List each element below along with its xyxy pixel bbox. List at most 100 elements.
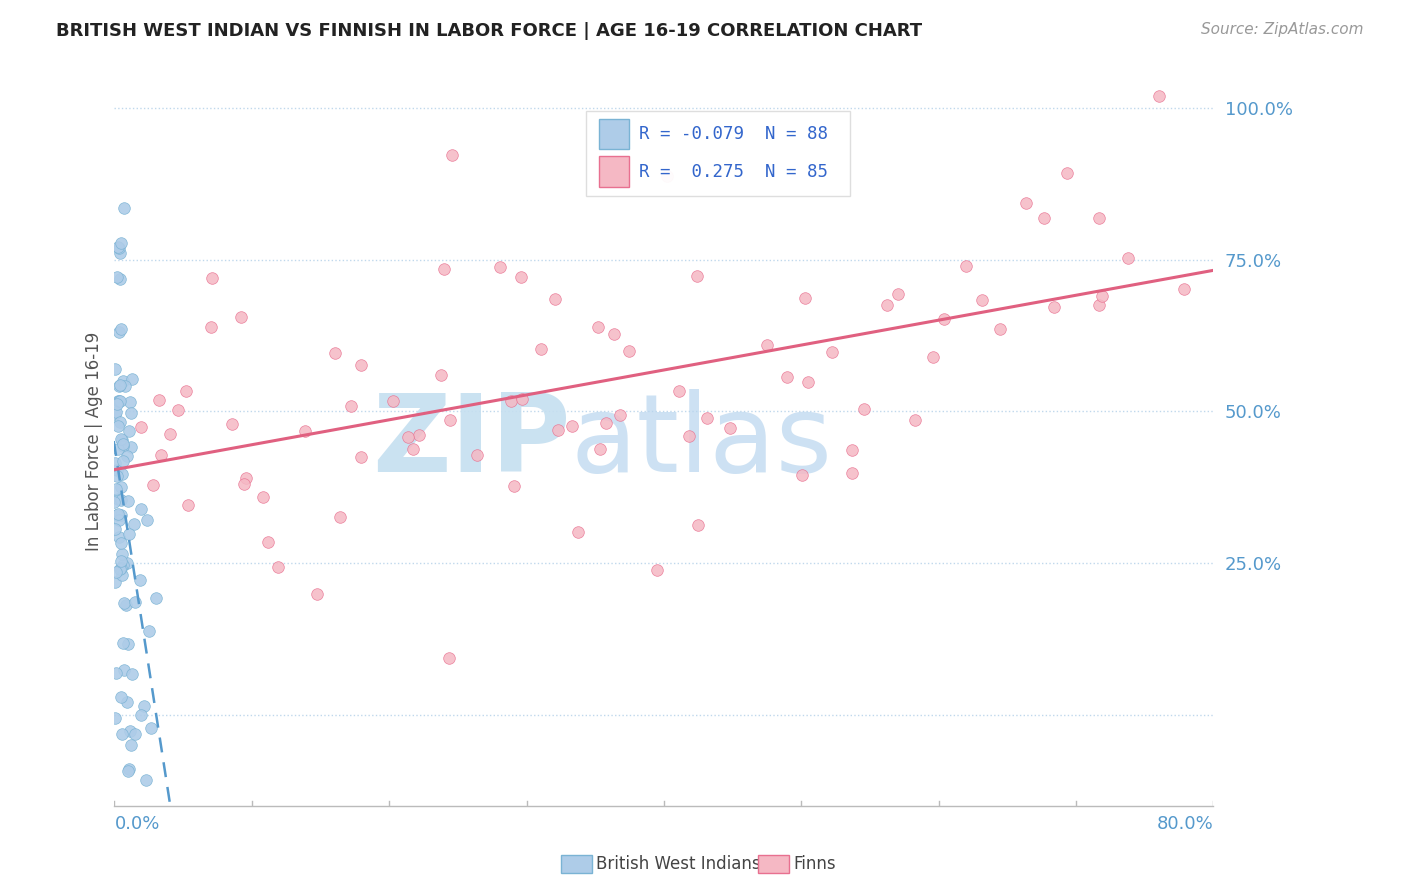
Text: 80.0%: 80.0% xyxy=(1157,815,1213,833)
Point xyxy=(686,268,709,283)
Point xyxy=(105,270,128,285)
Point xyxy=(797,375,820,389)
Point xyxy=(841,467,863,481)
Point xyxy=(821,344,844,359)
Point xyxy=(149,448,172,462)
Point xyxy=(107,239,129,253)
Point xyxy=(141,721,163,735)
Point xyxy=(686,517,709,532)
Point xyxy=(132,699,155,714)
Point xyxy=(110,690,132,704)
Point xyxy=(121,667,143,681)
Text: atlas: atlas xyxy=(571,389,832,495)
Point xyxy=(145,591,167,605)
Text: British West Indians: British West Indians xyxy=(596,855,761,873)
Point xyxy=(107,491,129,506)
Point xyxy=(114,201,136,215)
Point xyxy=(110,415,132,429)
Point xyxy=(1088,211,1111,225)
Point xyxy=(252,490,274,504)
Point xyxy=(120,441,142,455)
Point xyxy=(107,507,129,521)
Point xyxy=(124,727,146,741)
Point xyxy=(104,711,127,725)
Point xyxy=(110,562,132,576)
Point xyxy=(114,379,136,393)
Point xyxy=(104,405,127,419)
Point xyxy=(440,148,463,162)
Point xyxy=(129,502,152,516)
Point xyxy=(439,412,461,426)
Point xyxy=(112,663,135,677)
Point xyxy=(307,587,329,601)
Point xyxy=(110,547,132,561)
Text: R = -0.079  N = 88: R = -0.079 N = 88 xyxy=(638,125,828,143)
Point xyxy=(124,595,146,609)
Point xyxy=(110,322,132,336)
Point xyxy=(350,450,373,464)
Point xyxy=(107,325,129,339)
Point xyxy=(294,425,316,439)
Point xyxy=(1056,166,1078,180)
Point xyxy=(955,259,977,273)
Point xyxy=(108,513,131,527)
Point xyxy=(110,432,132,446)
Point xyxy=(110,554,132,568)
Point xyxy=(129,707,152,722)
Point xyxy=(107,419,129,434)
Point xyxy=(110,561,132,575)
Point xyxy=(129,420,152,434)
Point xyxy=(988,322,1011,336)
Point xyxy=(118,425,141,439)
Point xyxy=(135,772,157,787)
Point xyxy=(841,442,863,457)
Point xyxy=(105,397,128,411)
Point xyxy=(776,370,799,384)
Point xyxy=(104,522,127,536)
Point xyxy=(429,368,451,383)
Point xyxy=(512,392,534,406)
Point xyxy=(530,342,553,356)
Point xyxy=(381,393,404,408)
Point xyxy=(105,665,128,680)
Point xyxy=(589,442,612,457)
Point xyxy=(502,479,524,493)
Point xyxy=(104,407,127,421)
Point xyxy=(111,636,134,650)
Point xyxy=(108,242,131,256)
Point xyxy=(108,531,131,545)
Point xyxy=(115,695,138,709)
Point xyxy=(617,344,640,359)
Point xyxy=(544,293,567,307)
Text: 0.0%: 0.0% xyxy=(114,815,160,833)
Point xyxy=(110,235,132,250)
Point xyxy=(235,471,257,485)
Point xyxy=(1116,251,1139,265)
Point xyxy=(595,416,617,430)
Point xyxy=(115,599,138,613)
Point xyxy=(678,429,700,443)
Point xyxy=(488,260,510,274)
Point xyxy=(201,271,224,285)
Point xyxy=(1088,298,1111,312)
Point xyxy=(120,406,142,420)
Point xyxy=(110,394,132,409)
Point xyxy=(1173,282,1195,296)
Point xyxy=(117,493,139,508)
Point xyxy=(117,637,139,651)
Point xyxy=(108,379,131,393)
Point xyxy=(105,508,128,523)
Point xyxy=(120,738,142,752)
Point xyxy=(104,456,127,470)
Point xyxy=(111,454,134,468)
Text: Source: ZipAtlas.com: Source: ZipAtlas.com xyxy=(1201,22,1364,37)
Text: Finns: Finns xyxy=(793,855,835,873)
Point xyxy=(115,556,138,570)
Point xyxy=(401,442,423,456)
Point xyxy=(657,169,679,183)
Point xyxy=(138,624,160,638)
Point xyxy=(136,513,159,527)
Point xyxy=(567,524,589,539)
Point xyxy=(110,508,132,522)
Point xyxy=(107,442,129,456)
